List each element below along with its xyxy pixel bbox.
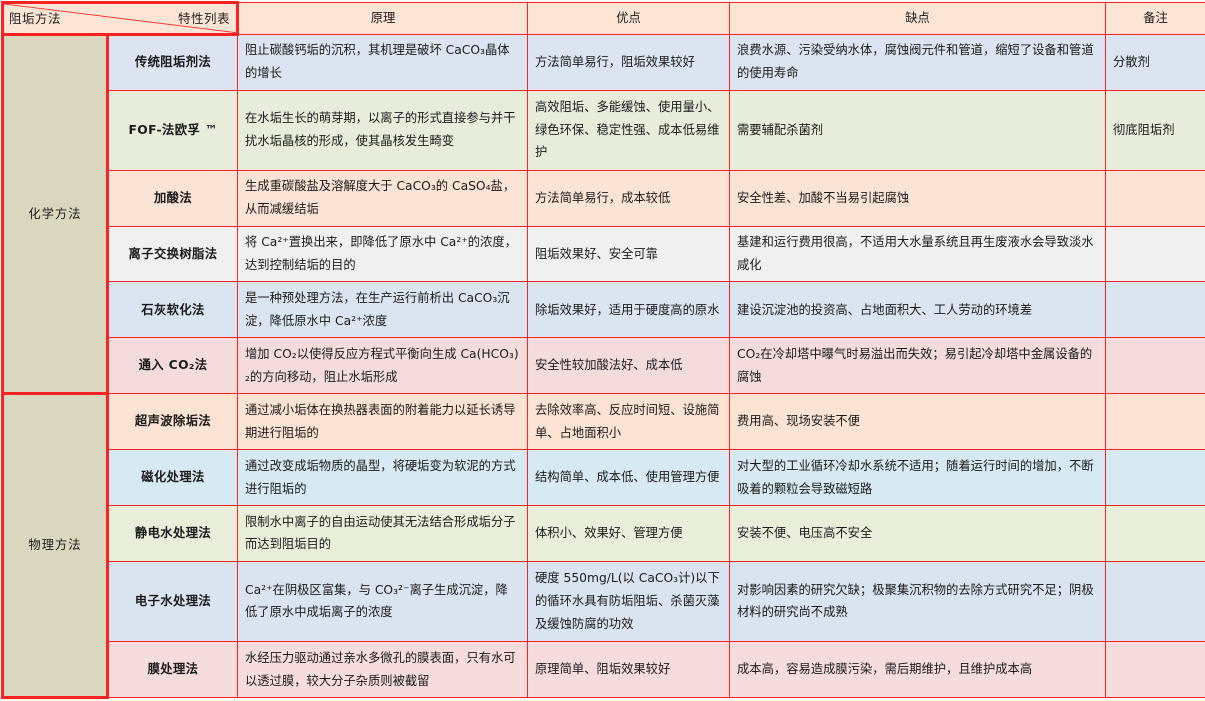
principle-cell: 限制水中离子的自由运动使其无法结合形成垢分子而达到阻垢目的: [238, 506, 528, 562]
table-row: 静电水处理法限制水中离子的自由运动使其无法结合形成垢分子而达到阻垢目的体积小、效…: [3, 506, 1205, 562]
header-corner-cell: 特性列表 阻垢方法: [3, 3, 238, 35]
disadvantage-cell: 安装不便、电压高不安全: [730, 506, 1106, 562]
remark-cell: [1106, 506, 1205, 562]
table-row: 石灰软化法是一种预处理方法，在生产运行前析出 CaCO₃沉淀，降低原水中 Ca²…: [3, 282, 1205, 338]
remark-cell: 彻底阻垢剂: [1106, 90, 1205, 170]
principle-cell: 在水垢生长的萌芽期，以离子的形式直接参与并干扰水垢晶核的形成，使其晶核发生畸变: [238, 90, 528, 170]
header-remark: 备注: [1106, 3, 1205, 35]
header-feature-label: 特性列表: [178, 7, 230, 30]
header-principle: 原理: [238, 3, 528, 35]
advantage-cell: 阻垢效果好、安全可靠: [528, 226, 730, 282]
advantage-cell: 原理简单、阻垢效果较好: [528, 642, 730, 698]
disadvantage-cell: 对大型的工业循环冷却水系统不适用；随着运行时间的增加，不断吸着的颗粒会导致磁短路: [730, 450, 1106, 506]
principle-cell: 将 Ca²⁺置换出来，即降低了原水中 Ca²⁺的浓度，达到控制结垢的目的: [238, 226, 528, 282]
table-row: 膜处理法水经压力驱动通过亲水多微孔的膜表面，只有水可以透过膜，较大分子杂质则被截…: [3, 642, 1205, 698]
principle-cell: 水经压力驱动通过亲水多微孔的膜表面，只有水可以透过膜，较大分子杂质则被截留: [238, 642, 528, 698]
header-advantage: 优点: [528, 3, 730, 35]
remark-cell: [1106, 642, 1205, 698]
method-name-cell: 石灰软化法: [108, 282, 238, 338]
method-name-cell: 通入 CO₂法: [108, 338, 238, 394]
table-row: 磁化处理法通过改变成垢物质的晶型，将硬垢变为软泥的方式进行阻垢的结构简单、成本低…: [3, 450, 1205, 506]
disadvantage-cell: 建设沉淀池的投资高、占地面积大、工人劳动的环境差: [730, 282, 1106, 338]
disadvantage-cell: 对影响因素的研究欠缺；极聚集沉积物的去除方式研究不足；阴极材料的研究尚不成熟: [730, 561, 1106, 641]
principle-cell: 是一种预处理方法，在生产运行前析出 CaCO₃沉淀，降低原水中 Ca²⁺浓度: [238, 282, 528, 338]
disadvantage-cell: CO₂在冷却塔中曝气时易溢出而失效；易引起冷却塔中金属设备的腐蚀: [730, 338, 1106, 394]
advantage-cell: 去除效率高、反应时间短、设施简单、占地面积小: [528, 394, 730, 450]
table-row: 化学方法传统阻垢剂法阻止碳酸钙垢的沉积，其机理是破坏 CaCO₃晶体的增长方法简…: [3, 34, 1205, 90]
disadvantage-cell: 费用高、现场安装不便: [730, 394, 1106, 450]
method-name-cell: 电子水处理法: [108, 561, 238, 641]
header-disadvantage: 缺点: [730, 3, 1106, 35]
remark-cell: [1106, 170, 1205, 226]
disadvantage-cell: 安全性差、加酸不当易引起腐蚀: [730, 170, 1106, 226]
disadvantage-cell: 基建和运行费用很高，不适用大水量系统且再生废液水会导致淡水咸化: [730, 226, 1106, 282]
method-name-cell: 超声波除垢法: [108, 394, 238, 450]
advantage-cell: 体积小、效果好、管理方便: [528, 506, 730, 562]
method-name-cell: 磁化处理法: [108, 450, 238, 506]
category-cell: 物理方法: [3, 394, 108, 698]
table-row: 物理方法超声波除垢法通过减小垢体在换热器表面的附着能力以延长诱导期进行阻垢的去除…: [3, 394, 1205, 450]
disadvantage-cell: 成本高，容易造成膜污染，需后期维护，且维护成本高: [730, 642, 1106, 698]
advantage-cell: 结构简单、成本低、使用管理方便: [528, 450, 730, 506]
method-name-cell: 加酸法: [108, 170, 238, 226]
advantage-cell: 安全性较加酸法好、成本低: [528, 338, 730, 394]
remark-cell: 分散剂: [1106, 34, 1205, 90]
method-name-cell: FOF-法欧孚 ™: [108, 90, 238, 170]
category-cell: 化学方法: [3, 34, 108, 394]
method-name-cell: 离子交换树脂法: [108, 226, 238, 282]
principle-cell: 增加 CO₂以使得反应方程式平衡向生成 Ca(HCO₃)₂的方向移动，阻止水垢形…: [238, 338, 528, 394]
advantage-cell: 方法简单易行，成本较低: [528, 170, 730, 226]
principle-cell: 通过减小垢体在换热器表面的附着能力以延长诱导期进行阻垢的: [238, 394, 528, 450]
principle-cell: Ca²⁺在阴极区富集，与 CO₃²⁻离子生成沉淀，降低了原水中成垢离子的浓度: [238, 561, 528, 641]
advantage-cell: 除垢效果好，适用于硬度高的原水: [528, 282, 730, 338]
remark-cell: [1106, 450, 1205, 506]
remark-cell: [1106, 394, 1205, 450]
advantage-cell: 硬度 550mg/L(以 CaCO₃计)以下的循环水具有防垢阻垢、杀菌灭藻及缓蚀…: [528, 561, 730, 641]
table-row: 离子交换树脂法将 Ca²⁺置换出来，即降低了原水中 Ca²⁺的浓度，达到控制结垢…: [3, 226, 1205, 282]
method-name-cell: 膜处理法: [108, 642, 238, 698]
remark-cell: [1106, 561, 1205, 641]
principle-cell: 通过改变成垢物质的晶型，将硬垢变为软泥的方式进行阻垢的: [238, 450, 528, 506]
remark-cell: [1106, 226, 1205, 282]
principle-cell: 阻止碳酸钙垢的沉积，其机理是破坏 CaCO₃晶体的增长: [238, 34, 528, 90]
advantage-cell: 方法简单易行，阻垢效果较好: [528, 34, 730, 90]
disadvantage-cell: 浪费水源、污染受纳水体，腐蚀阀元件和管道，缩短了设备和管道的使用寿命: [730, 34, 1106, 90]
advantage-cell: 高效阻垢、多能缓蚀、使用量小、绿色环保、稳定性强、成本低易维护: [528, 90, 730, 170]
table-header-row: 特性列表 阻垢方法 原理 优点 缺点 备注: [3, 3, 1205, 35]
remark-cell: [1106, 282, 1205, 338]
disadvantage-cell: 需要辅配杀菌剂: [730, 90, 1106, 170]
table-row: 通入 CO₂法增加 CO₂以使得反应方程式平衡向生成 Ca(HCO₃)₂的方向移…: [3, 338, 1205, 394]
method-name-cell: 静电水处理法: [108, 506, 238, 562]
remark-cell: [1106, 338, 1205, 394]
method-name-cell: 传统阻垢剂法: [108, 34, 238, 90]
principle-cell: 生成重碳酸盐及溶解度大于 CaCO₃的 CaSO₄盐，从而减缓结垢: [238, 170, 528, 226]
header-method-label: 阻垢方法: [9, 7, 61, 30]
table-row: 加酸法生成重碳酸盐及溶解度大于 CaCO₃的 CaSO₄盐，从而减缓结垢方法简单…: [3, 170, 1205, 226]
